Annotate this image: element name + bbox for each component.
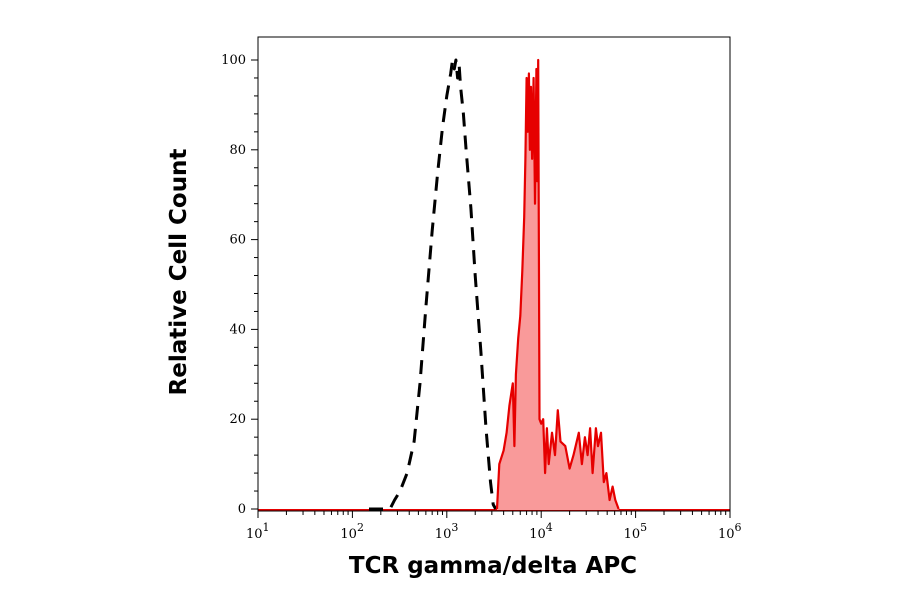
plot-area	[258, 58, 730, 511]
y-tick-label: 0	[238, 502, 246, 517]
y-axis-title: Relative Cell Count	[166, 149, 192, 396]
plot-frame	[257, 36, 731, 512]
axes: 0 20 40 60 80 100 101 102 103 104 105 106	[221, 53, 741, 542]
control-histogram-line	[369, 58, 498, 511]
x-tick-label: 102	[340, 521, 364, 542]
x-tick-label: 104	[529, 521, 553, 542]
y-tick-label: 80	[229, 143, 246, 158]
stained-histogram-fill	[497, 60, 619, 510]
x-tick-label: 101	[246, 521, 270, 542]
y-tick-label: 40	[229, 322, 246, 337]
x-tick-label: 103	[435, 521, 459, 542]
x-tick-label: 106	[718, 521, 742, 542]
y-tick-label: 60	[229, 233, 246, 248]
stained-histogram-line	[495, 58, 620, 510]
y-tick-label: 100	[221, 53, 246, 68]
y-tick-label: 20	[229, 412, 246, 427]
x-axis-title: TCR gamma/delta APC	[349, 553, 637, 579]
x-tick-label: 105	[624, 521, 648, 542]
